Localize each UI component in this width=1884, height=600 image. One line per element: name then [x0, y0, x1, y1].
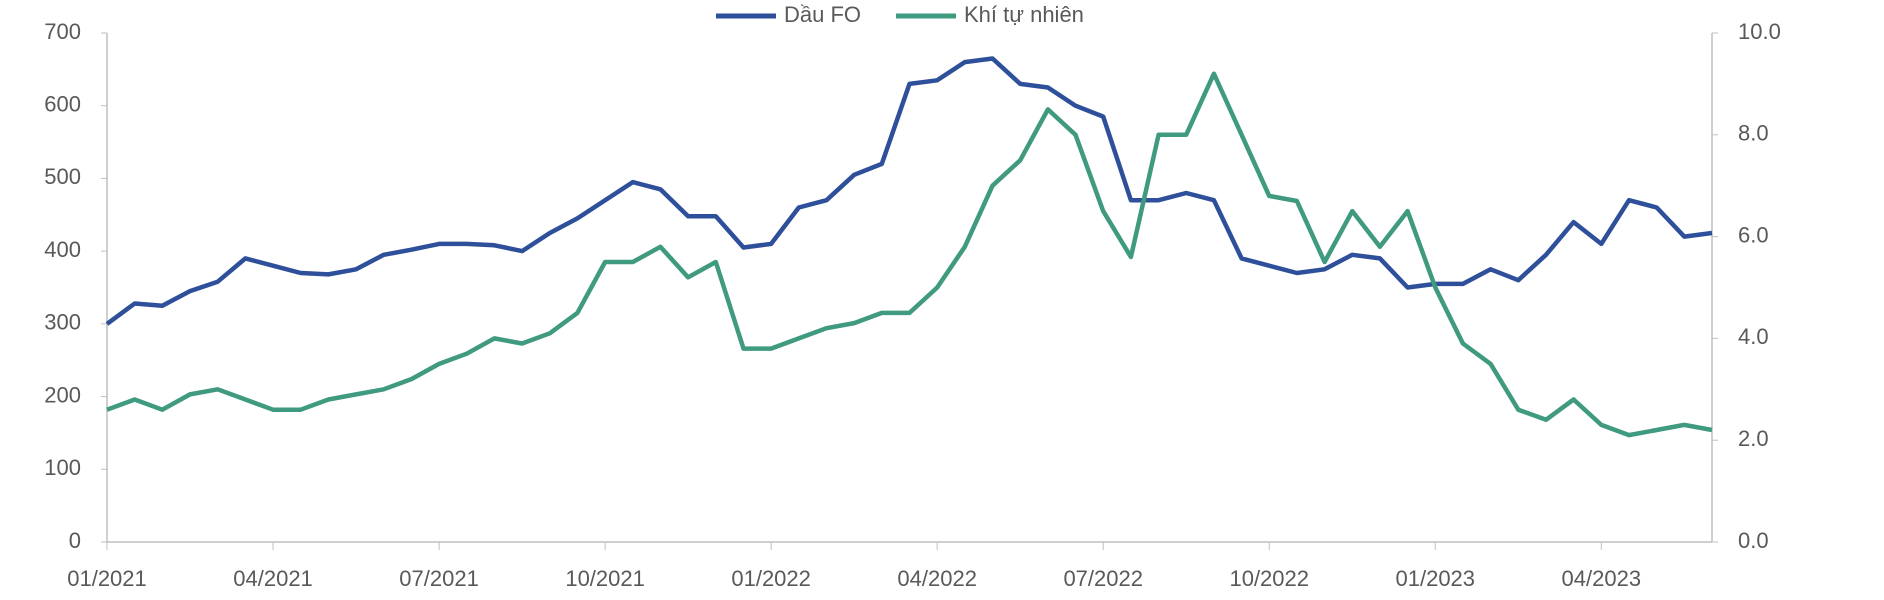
y-tick-label: 400: [44, 237, 81, 262]
y2-tick-label: 10.0: [1738, 19, 1781, 44]
y2-tick-label: 0.0: [1738, 528, 1769, 553]
y-tick-label: 100: [44, 455, 81, 480]
x-tick-label: 01/2022: [731, 566, 811, 591]
series-line: [106, 71, 1713, 438]
x-tick-label: 07/2021: [399, 566, 479, 591]
x-tick-label: 10/2022: [1229, 566, 1309, 591]
x-tick-label: 04/2021: [233, 566, 313, 591]
x-tick-label: 04/2022: [897, 566, 977, 591]
series-line: [105, 56, 1713, 326]
y-tick-label: 700: [44, 19, 81, 44]
y2-tick-label: 6.0: [1738, 222, 1769, 247]
x-tick-label: 01/2021: [67, 566, 147, 591]
x-tick-label: 10/2021: [565, 566, 645, 591]
y-tick-label: 200: [44, 382, 81, 407]
y2-tick-label: 8.0: [1738, 121, 1769, 146]
y-tick-label: 300: [44, 310, 81, 335]
x-tick-label: 01/2023: [1396, 566, 1476, 591]
y-tick-label: 0: [69, 528, 81, 553]
x-tick-label: 04/2023: [1562, 566, 1642, 591]
legend-label: Khí tự nhiên: [964, 2, 1084, 27]
y2-tick-label: 4.0: [1738, 324, 1769, 349]
y2-tick-label: 2.0: [1738, 426, 1769, 451]
x-tick-label: 07/2022: [1063, 566, 1143, 591]
y-tick-label: 500: [44, 164, 81, 189]
legend-label: Dầu FO: [784, 2, 861, 27]
y-tick-label: 600: [44, 92, 81, 117]
